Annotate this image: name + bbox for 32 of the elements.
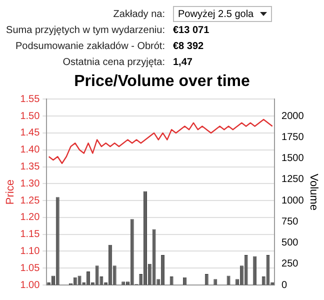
y-tick-label: 1.45 [20,128,40,139]
y-tick-label: 1.40 [20,144,40,156]
y2-tick-label: 2000 [282,110,304,122]
y-axis-title: Price [4,180,17,205]
y2-axis-title: Volume [307,174,320,210]
text: 1,47 [173,56,192,68]
y-tick-label: 1.20 [20,212,40,224]
y-tick-label: 1.00 [20,280,40,291]
chart-title: Price/Volume over time [74,73,250,90]
y2-tick-label: 1500 [282,153,304,164]
y2-tick-label: 250 [282,258,299,270]
y-tick-label: 1.50 [20,110,40,122]
y2-tick-label: 750 [282,216,299,228]
text: Podsumowanie zakładów - Obrót: [14,40,165,52]
y2-tick-label: 1250 [282,174,304,186]
text: Zakłady na: [112,8,165,20]
y-tick-label: 1.25 [20,195,40,206]
text: Powyżej 2.5 gola [178,8,254,20]
y2-tick-label: 1750 [282,132,304,143]
y-tick-label: 1.55 [20,94,40,105]
text: €13 071 [173,24,210,36]
y2-tick-label: 1000 [282,195,304,206]
y-tick-label: 1.15 [20,229,40,240]
y2-tick-label: 0 [282,280,288,291]
text: €8 392 [173,40,204,52]
y-tick-label: 1.30 [20,178,40,190]
y-tick-label: 1.35 [20,162,40,173]
y-tick-label: 1.10 [20,246,40,257]
text: Ostatnia cena przyjęta: [62,56,165,68]
y2-tick-label: 500 [282,238,299,249]
y-tick-label: 1.05 [20,262,40,274]
text: Suma przyjętych w tym wydarzeniu: [5,24,165,36]
